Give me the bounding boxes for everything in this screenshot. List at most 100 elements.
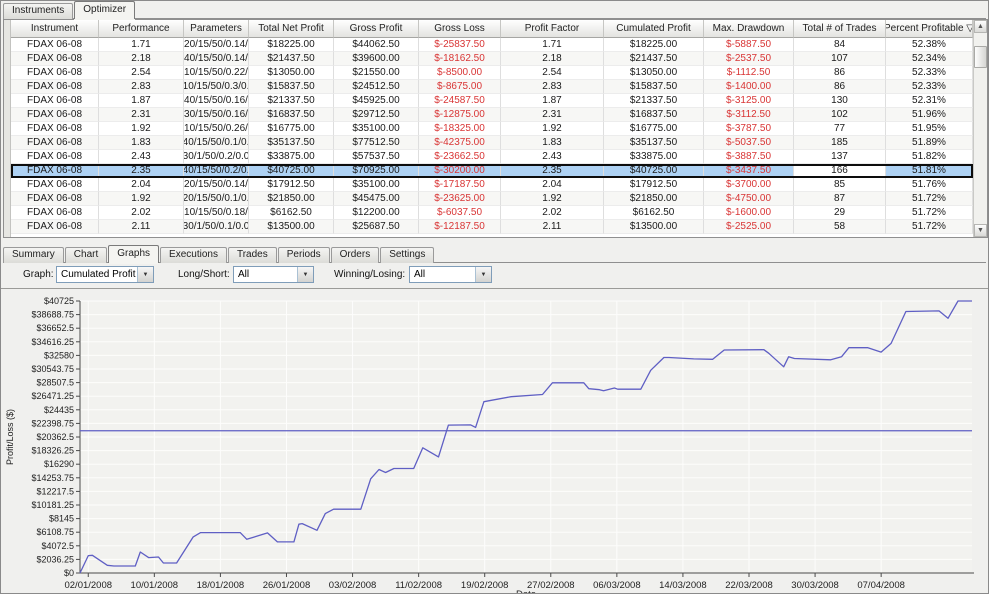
table-row[interactable]: FDAX 06-08 1.83 40/15/50/0.1/0. $35137.50 $7… [11,136,973,150]
y-tick-label: $10181.25 [31,500,74,510]
cell-percent-profitable: 52.34% [886,52,973,66]
tab-optimizer[interactable]: Optimizer [74,1,136,19]
optimizer-results-table: Instrument Performance Parameters Total Net… [3,19,988,238]
column-header-gross-loss[interactable]: Gross Loss [419,20,501,38]
cell-max-drawdown: $-3700.00 [704,178,794,192]
cell-performance: 1.92 [99,122,184,136]
cell-parameters: 10/15/50/0.22/ [184,66,249,80]
cell-gross-loss: $-24587.50 [419,94,501,108]
cell-parameters: 40/15/50/0.16/ [184,94,249,108]
table-body: FDAX 06-08 1.71 20/15/50/0.14/$18225.00 $44… [11,38,973,234]
x-tick-label: 02/01/2008 [64,580,112,591]
cell-percent-profitable: 52.31% [886,94,973,108]
cell-total-net-profit: $16775.00 [249,122,334,136]
table-row[interactable]: FDAX 06-08 1.92 20/15/50/0.1/0. $21850.00 $4… [11,192,973,206]
x-tick-label: 18/01/2008 [197,580,245,591]
chevron-down-icon[interactable]: ▼ [137,267,153,282]
winning-losing-select[interactable]: All ▼ [409,266,492,283]
column-header-profit-factor[interactable]: Profit Factor [501,20,604,38]
table-row[interactable]: FDAX 06-08 2.31 30/15/50/0.16/$16837.50 $29… [11,108,973,122]
cell-gross-profit: $39600.00 [334,52,419,66]
cell-total-of-trades: 85 [794,178,886,192]
tab-orders[interactable]: Orders [330,247,380,263]
table-row[interactable]: FDAX 06-08 1.87 40/15/50/0.16/$21337.50 $45… [11,94,973,108]
column-header-cumulated-profit[interactable]: Cumulated Profit [604,20,704,38]
table-row[interactable]: FDAX 06-08 2.83 10/15/50/0.3/0. $15837.50 $2… [11,80,973,94]
table-row[interactable]: FDAX 06-08 2.02 10/15/50/0.18/$6162.50 $122… [11,206,973,220]
table-header-row: Instrument Performance Parameters Total Net… [11,20,973,38]
column-header-percent-profitable[interactable]: Percent Profitable ▽ [886,20,973,38]
cell-performance: 1.92 [99,192,184,206]
chevron-down-icon[interactable]: ▼ [475,267,491,282]
scrollbar-up-icon[interactable]: ▲ [974,20,987,33]
long-short-select[interactable]: All ▼ [233,266,314,283]
column-header-total-net-profit[interactable]: Total Net Profit [249,20,334,38]
cell-total-net-profit: $13050.00 [249,66,334,80]
cell-cumulated-profit: $13050.00 [604,66,704,80]
cell-max-drawdown: $-3112.50 [704,108,794,122]
scrollbar-down-icon[interactable]: ▼ [974,224,987,237]
column-header-total-of-trades[interactable]: Total # of Trades [794,20,886,38]
y-tick-label: $16290 [44,459,74,469]
cell-total-of-trades: 77 [794,122,886,136]
column-header-performance[interactable]: Performance [99,20,184,38]
cell-parameters: 10/15/50/0.26/ [184,122,249,136]
cell-gross-profit: $35100.00 [334,178,419,192]
chevron-down-icon[interactable]: ▼ [297,267,313,282]
tab-chart[interactable]: Chart [64,247,108,263]
graph-select[interactable]: Cumulated Profit ▼ [56,266,154,283]
cell-instrument: FDAX 06-08 [11,150,99,164]
cell-performance: 2.04 [99,178,184,192]
cell-total-net-profit: $15837.50 [249,80,334,94]
y-tick-label: $4072.5 [41,541,74,551]
x-tick-label: 19/02/2008 [461,580,509,591]
column-header-max-drawdown[interactable]: Max. Drawdown [704,20,794,38]
table-row[interactable]: FDAX 06-08 2.43 30/1/50/0.2/0.0 $33875.00 $5… [11,150,973,164]
table-row[interactable]: FDAX 06-08 1.92 10/15/50/0.26/$16775.00 $35… [11,122,973,136]
cell-gross-profit: $44062.50 [334,38,419,52]
tab-graphs[interactable]: Graphs [108,245,160,263]
cell-profit-factor: 1.71 [501,38,604,52]
cell-gross-profit: $24512.50 [334,80,419,94]
cell-instrument: FDAX 06-08 [11,52,99,66]
cell-max-drawdown: $-2525.00 [704,220,794,234]
column-header-gross-profit[interactable]: Gross Profit [334,20,419,38]
cell-parameters: 20/15/50/0.14/ [184,178,249,192]
column-header-instrument[interactable]: Instrument [11,20,99,38]
y-tick-label: $0 [64,568,74,578]
table-row[interactable]: FDAX 06-08 1.71 20/15/50/0.14/$18225.00 $44… [11,38,973,52]
x-tick-label: 14/03/2008 [659,580,707,591]
y-tick-label: $18326.25 [31,446,74,456]
table-row[interactable]: FDAX 06-08 2.11 30/1/50/0.1/0.0 $13500.00 $2… [11,220,973,234]
cell-profit-factor: 1.87 [501,94,604,108]
cell-total-net-profit: $13500.00 [249,220,334,234]
cell-percent-profitable: 51.76% [886,178,973,192]
cell-percent-profitable: 52.33% [886,66,973,80]
table-row-selected[interactable]: FDAX 06-08 2.35 40/15/50/0.2/0. $40725.00 $7… [11,164,973,178]
tab-periods[interactable]: Periods [277,247,330,263]
table-scrollbar[interactable]: ▲ ▼ [973,20,987,237]
column-header-parameters[interactable]: Parameters [184,20,249,38]
tab-settings[interactable]: Settings [380,247,435,263]
table-row[interactable]: FDAX 06-08 2.18 40/15/50/0.14/$21437.50 $39… [11,52,973,66]
tab-executions[interactable]: Executions [160,247,227,263]
table-row[interactable]: FDAX 06-08 2.54 10/15/50/0.22/$13050.00 $21… [11,66,973,80]
bottom-tab-strip: Summary Chart Graphs Executions Trades Period… [3,245,986,263]
scrollbar-thumb[interactable] [974,46,987,68]
cell-max-drawdown: $-3437.50 [704,164,794,178]
tab-trades[interactable]: Trades [227,247,277,263]
y-tick-label: $20362.5 [36,432,74,442]
table-row[interactable]: FDAX 06-08 2.04 20/15/50/0.14/$17912.50 $35… [11,178,973,192]
cell-total-net-profit: $17912.50 [249,178,334,192]
cumulated-profit-line [79,300,972,574]
tab-instruments[interactable]: Instruments [3,3,74,19]
cell-percent-profitable: 51.72% [886,192,973,206]
cell-gross-loss: $-18325.00 [419,122,501,136]
cell-max-drawdown: $-1112.50 [704,66,794,80]
tab-summary[interactable]: Summary [3,247,64,263]
cell-performance: 1.87 [99,94,184,108]
graph-select-value: Cumulated Profit [61,269,136,280]
cell-total-of-trades: 29 [794,206,886,220]
graph-label: Graph: [23,269,54,280]
cell-gross-profit: $70925.00 [334,164,419,178]
